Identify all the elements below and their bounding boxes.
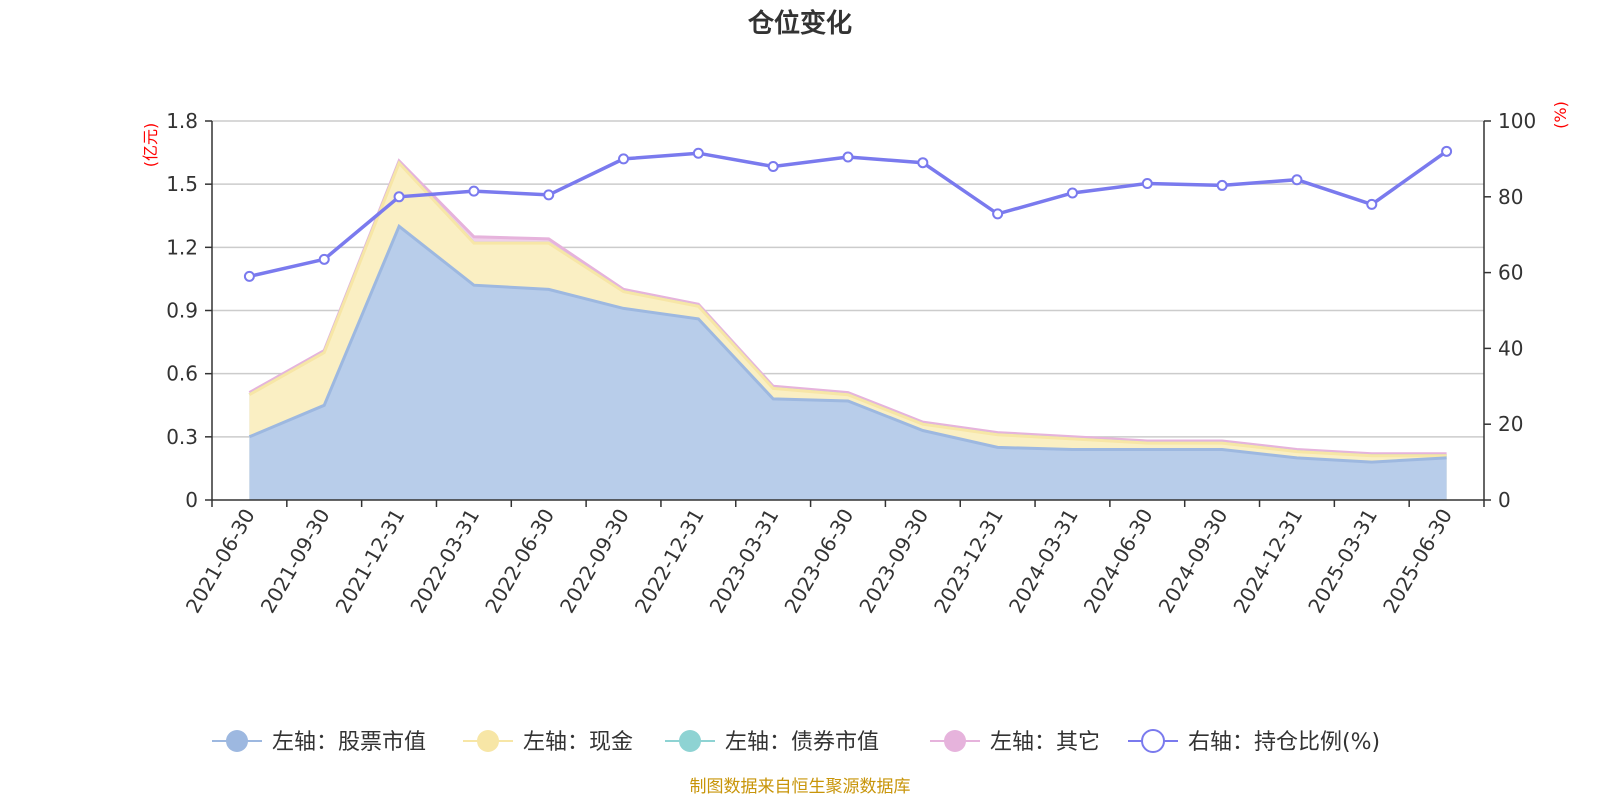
legend-marker <box>944 730 966 752</box>
left-axis-tick-label: 1.8 <box>166 109 198 133</box>
ratio-point <box>1441 145 1453 157</box>
ratio-point <box>1291 174 1303 186</box>
chart-title: 仓位变化 <box>747 8 852 39</box>
ratio-point <box>393 191 405 203</box>
ratio-point <box>1141 178 1153 190</box>
ratio-point <box>992 208 1004 220</box>
left-axis-tick-label: 0.9 <box>166 299 198 323</box>
legend: 左轴：股票市值 左轴：现金 左轴：债券市值 左轴：其它 右轴：持仓比例(%) <box>212 729 1380 755</box>
ratio-point <box>1366 198 1378 210</box>
x-axis-tick-label: 2023-06-30 <box>779 505 858 618</box>
right-axis-unit: (%) <box>1551 101 1570 129</box>
legend-marker <box>477 730 499 752</box>
legend-label: 左轴：其它 <box>990 730 1100 755</box>
area-edge-0 <box>248 223 1447 464</box>
x-axis-tick-label: 2022-03-31 <box>405 505 484 618</box>
x-axis-tick-label: 2022-06-30 <box>480 505 559 618</box>
ratio-point <box>318 253 330 265</box>
legend-marker <box>226 730 248 752</box>
ratio-point <box>468 185 480 197</box>
x-axis-tick-label: 2022-09-30 <box>555 505 634 618</box>
ratio-line <box>243 145 1453 282</box>
x-axis-tick-label: 2021-09-30 <box>256 505 335 618</box>
data-source-note: 制图数据来自恒生聚源数据库 <box>690 777 911 797</box>
x-axis-tick-label: 2025-03-31 <box>1303 505 1382 618</box>
ratio-point <box>243 270 255 282</box>
left-axis-tick-label: 1.5 <box>166 172 198 196</box>
left-axis-unit: (亿元) <box>141 123 160 168</box>
right-axis-tick-label: 20 <box>1498 412 1523 436</box>
x-axis-tick-label: 2023-09-30 <box>854 505 933 618</box>
ratio-point <box>692 147 704 159</box>
ratio-point <box>1216 179 1228 191</box>
area-edge-1 <box>248 160 1447 458</box>
x-axis-tick-label: 2023-12-31 <box>929 505 1008 618</box>
ratio-point <box>618 153 630 165</box>
stacked-areas <box>248 158 1447 501</box>
x-axis-tick-label: 2024-09-30 <box>1154 505 1233 618</box>
legend-marker <box>1141 729 1165 753</box>
right-axis-tick-label: 40 <box>1498 336 1523 360</box>
legend-marker <box>679 730 701 752</box>
ratio-point <box>1066 187 1078 199</box>
x-axis-tick-label: 2025-06-30 <box>1378 505 1457 618</box>
left-axis-tick-label: 1.2 <box>166 235 198 259</box>
x-axis-tick-label: 2024-06-30 <box>1079 505 1158 618</box>
area-edge-3 <box>248 158 1447 456</box>
x-axis-tick-label: 2024-12-31 <box>1228 505 1307 618</box>
ratio-point <box>842 151 854 163</box>
left-axis-tick-label: 0.3 <box>166 425 198 449</box>
area-0 <box>249 226 1447 501</box>
right-axis-tick-label: 80 <box>1498 185 1523 209</box>
left-axis-tick-label: 0 <box>185 488 198 512</box>
left-axis-tick-label: 0.6 <box>166 362 198 386</box>
legend-label: 右轴：持仓比例(%) <box>1188 730 1380 755</box>
ratio-point <box>543 189 555 201</box>
x-axis-tick-label: 2021-06-30 <box>181 505 260 618</box>
x-axis-tick-label: 2021-12-31 <box>330 505 409 618</box>
ratio-point <box>767 160 779 172</box>
x-axis-tick-label: 2024-03-31 <box>1004 505 1083 618</box>
legend-label: 左轴：债券市值 <box>725 730 879 755</box>
legend-label: 左轴：股票市值 <box>272 730 426 755</box>
right-axis-tick-label: 100 <box>1498 109 1536 133</box>
right-axis-tick-label: 0 <box>1498 488 1511 512</box>
x-axis-tick-label: 2022-12-31 <box>630 505 709 618</box>
right-axis-tick-label: 60 <box>1498 261 1523 285</box>
legend-label: 左轴：现金 <box>523 730 633 755</box>
ratio-point <box>917 157 929 169</box>
x-axis-tick-label: 2023-03-31 <box>705 505 784 618</box>
